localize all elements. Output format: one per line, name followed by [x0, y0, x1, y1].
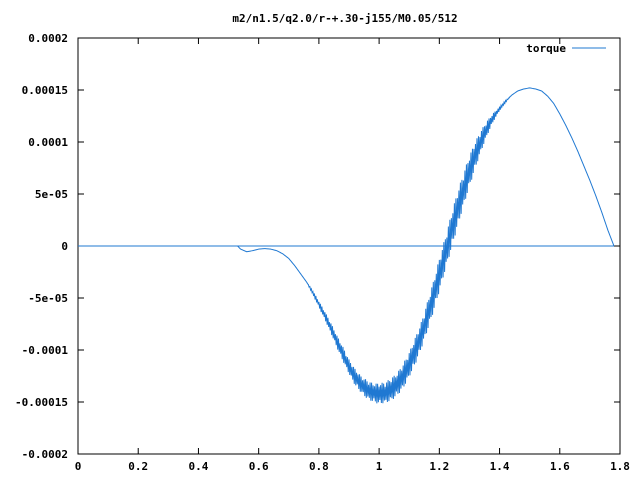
y-tick-label: -0.0002: [22, 448, 68, 461]
x-tick-label: 0.6: [249, 460, 269, 473]
y-tick-label: -0.00015: [15, 396, 68, 409]
series-layer: [78, 87, 615, 404]
x-axis: 0 0.2 0.4 0.6 0.8 1 1.2 1.4 1.6 1.8: [75, 38, 630, 473]
x-tick-label: 1: [376, 460, 383, 473]
x-tick-label: 0.4: [189, 460, 209, 473]
legend: torque: [526, 42, 606, 55]
x-tick-label: 1.2: [429, 460, 449, 473]
y-axis: -0.0002 -0.00015 -0.0001 -5e-05 0 5e-05 0.0001…: [15, 32, 620, 461]
x-tick-label: 1.4: [490, 460, 510, 473]
y-tick-label: 0.0001: [28, 136, 68, 149]
chart-title: m2/n1.5/q2.0/r-+.30-j155/M0.05/512: [232, 12, 457, 25]
y-tick-label: 5e-05: [35, 188, 68, 201]
y-tick-label: 0.0002: [28, 32, 68, 45]
x-tick-label: 1.8: [610, 460, 630, 473]
y-tick-label: -5e-05: [28, 292, 68, 305]
y-tick-label: 0: [61, 240, 68, 253]
x-tick-label: 0.8: [309, 460, 329, 473]
y-tick-label: -0.0001: [22, 344, 69, 357]
x-tick-label: 0: [75, 460, 82, 473]
x-tick-label: 0.2: [128, 460, 148, 473]
y-tick-label: 0.00015: [22, 84, 68, 97]
x-tick-label: 1.6: [550, 460, 570, 473]
legend-label-torque: torque: [526, 42, 566, 55]
